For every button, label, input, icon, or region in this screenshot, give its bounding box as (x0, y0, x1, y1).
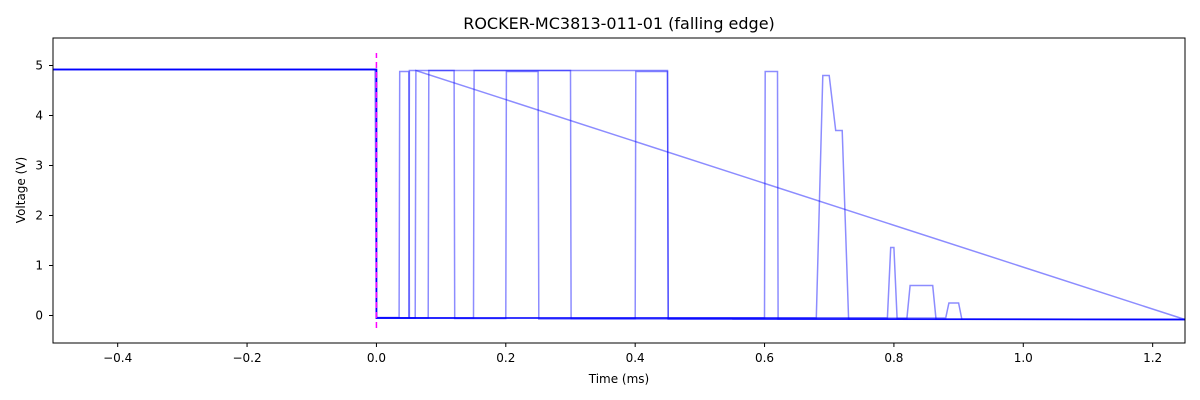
x-tick-label: 0.6 (755, 351, 774, 365)
x-tick-label: 0.4 (626, 351, 645, 365)
y-axis: 0 1 2 3 4 5 (35, 59, 53, 323)
x-tick-label: −0.4 (103, 351, 132, 365)
y-axis-label: Voltage (V) (14, 157, 28, 223)
x-tick-label: 0.0 (367, 351, 386, 365)
series-line-0 (53, 68, 1186, 321)
y-tick-label: 4 (35, 109, 43, 123)
x-tick-label: 0.8 (884, 351, 903, 365)
series-line-2 (53, 68, 1186, 321)
y-tick-label: 3 (35, 159, 43, 173)
y-tick-label: 5 (35, 59, 43, 73)
x-tick-label: 1.2 (1143, 351, 1162, 365)
series-line-5 (53, 68, 1186, 321)
series-line-1 (53, 68, 1186, 321)
series-line-7 (53, 68, 1186, 321)
chart-title: ROCKER-MC3813-011-01 (falling edge) (463, 14, 775, 33)
x-axis-label: Time (ms) (588, 372, 650, 386)
series-line-4 (53, 68, 1186, 321)
x-tick-label: 0.2 (496, 351, 515, 365)
y-tick-label: 2 (35, 209, 43, 223)
x-tick-label: 1.0 (1014, 351, 1033, 365)
plot-content (53, 68, 1186, 321)
y-tick-label: 1 (35, 259, 43, 273)
series-line-3 (53, 68, 1186, 321)
x-axis: −0.4 −0.2 0.0 0.2 0.4 0.6 0.8 1.0 1.2 (103, 343, 1162, 365)
plot-frame (52, 37, 1186, 344)
y-tick-label: 0 (35, 309, 43, 323)
series-line-6 (53, 68, 1186, 321)
x-tick-label: −0.2 (232, 351, 261, 365)
